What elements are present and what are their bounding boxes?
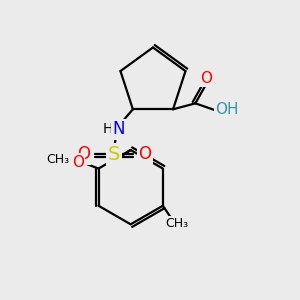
Text: O: O	[200, 71, 212, 86]
Text: O: O	[72, 154, 84, 169]
Text: OH: OH	[215, 102, 239, 117]
Text: N: N	[113, 120, 125, 138]
Text: O: O	[139, 146, 152, 164]
Text: CH₃: CH₃	[46, 153, 69, 166]
Text: H: H	[103, 122, 113, 136]
Text: CH₃: CH₃	[165, 217, 188, 230]
Text: S: S	[108, 145, 120, 164]
Text: O: O	[77, 146, 90, 164]
